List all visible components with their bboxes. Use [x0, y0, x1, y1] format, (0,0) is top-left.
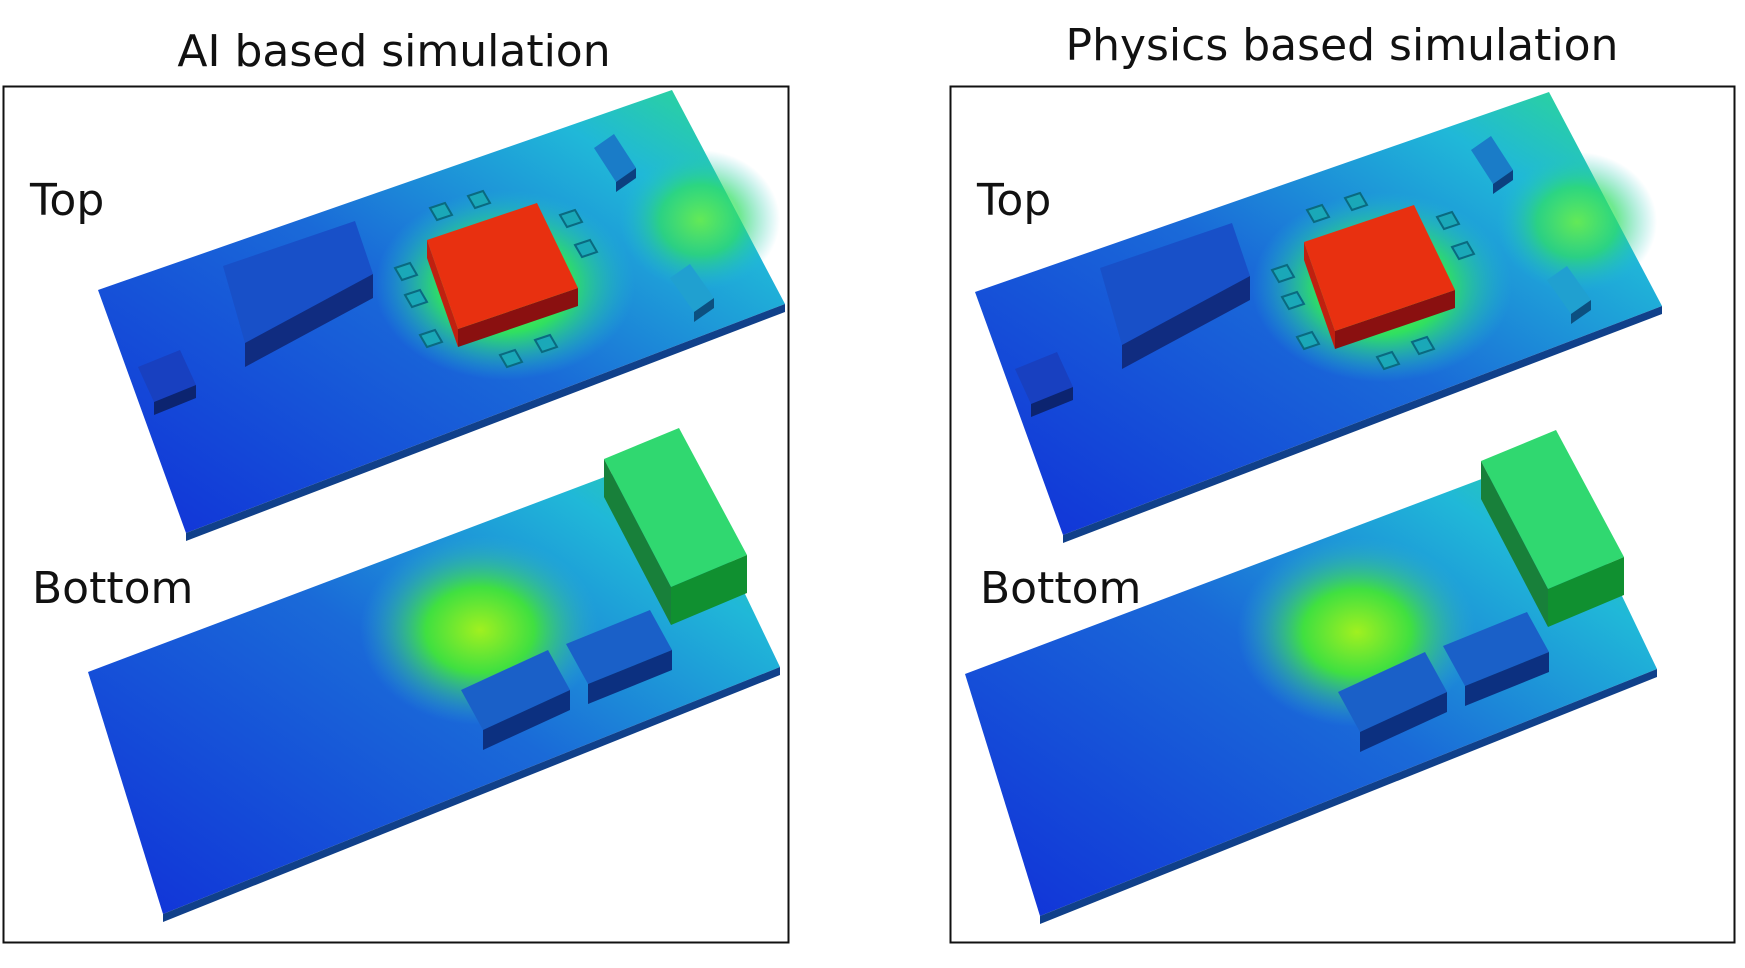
- panel-title: AI based simulation: [177, 26, 610, 77]
- panel-ai: AI based simulation Top Bottom: [2, 26, 790, 944]
- top-label: Top: [976, 175, 1051, 226]
- panel-physics: Physics based simulation Top Bottom: [949, 20, 1736, 944]
- bottom-label: Bottom: [980, 563, 1141, 614]
- top-label: Top: [29, 175, 104, 226]
- bottom-label: Bottom: [32, 563, 193, 614]
- panel-title: Physics based simulation: [1066, 20, 1619, 71]
